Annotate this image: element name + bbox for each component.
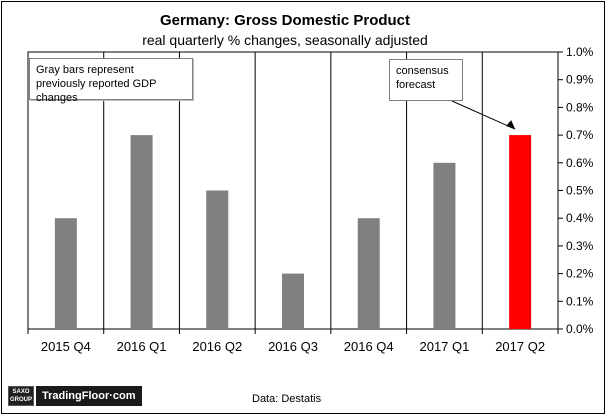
y-tick-label: 0.9% xyxy=(566,73,594,87)
gray-bars-note: Gray bars represent previously reported … xyxy=(29,58,193,104)
y-tick-label: 0.8% xyxy=(566,100,594,114)
saxo-group-mark: SAXO GROUP xyxy=(8,386,34,406)
x-category-label: 2016 Q3 xyxy=(268,339,318,354)
y-tick-label: 0.4% xyxy=(566,211,594,225)
group-text: GROUP xyxy=(9,397,32,403)
x-category-label: 2017 Q1 xyxy=(419,339,469,354)
x-category-label: 2016 Q1 xyxy=(117,339,167,354)
chart-title: Germany: Gross Domestic Product xyxy=(159,12,411,29)
bar-2017-q2 xyxy=(509,135,532,329)
x-category-label: 2017 Q2 xyxy=(495,339,545,354)
bar-2016-q2 xyxy=(206,190,229,329)
tradingfloor-brand: TradingFloor·com xyxy=(36,386,142,406)
y-tick-label: 0.6% xyxy=(566,156,594,170)
x-category-label: 2015 Q4 xyxy=(41,339,91,354)
consensus-arrow-head xyxy=(506,120,516,130)
bar-2016-q1 xyxy=(130,135,153,329)
y-tick-label: 0.0% xyxy=(566,322,594,336)
y-tick-label: 0.2% xyxy=(566,267,594,281)
y-tick-label: 0.3% xyxy=(566,239,594,253)
data-source: Data: Destatis xyxy=(252,393,322,405)
y-tick-label: 0.5% xyxy=(566,184,594,198)
consensus-arrow-line xyxy=(451,100,516,130)
chart-subtitle: real quarterly % changes, seasonally adj… xyxy=(142,32,428,48)
y-tick-label: 0.1% xyxy=(566,294,594,308)
saxo-text: SAXO xyxy=(12,389,30,395)
bar-2015-q4 xyxy=(54,218,77,329)
x-category-label: 2016 Q4 xyxy=(344,339,394,354)
consensus-forecast-label: consensus forecast xyxy=(389,59,463,101)
bar-2016-q4 xyxy=(357,218,380,329)
y-tick-label: 0.7% xyxy=(566,128,594,142)
bar-2016-q3 xyxy=(282,273,304,329)
tradingfloor-logo: SAXO GROUP TradingFloor·com xyxy=(8,386,142,406)
bar-2017-q1 xyxy=(433,162,456,329)
y-tick-label: 1.0% xyxy=(566,45,594,59)
x-category-label: 2016 Q2 xyxy=(192,339,242,354)
